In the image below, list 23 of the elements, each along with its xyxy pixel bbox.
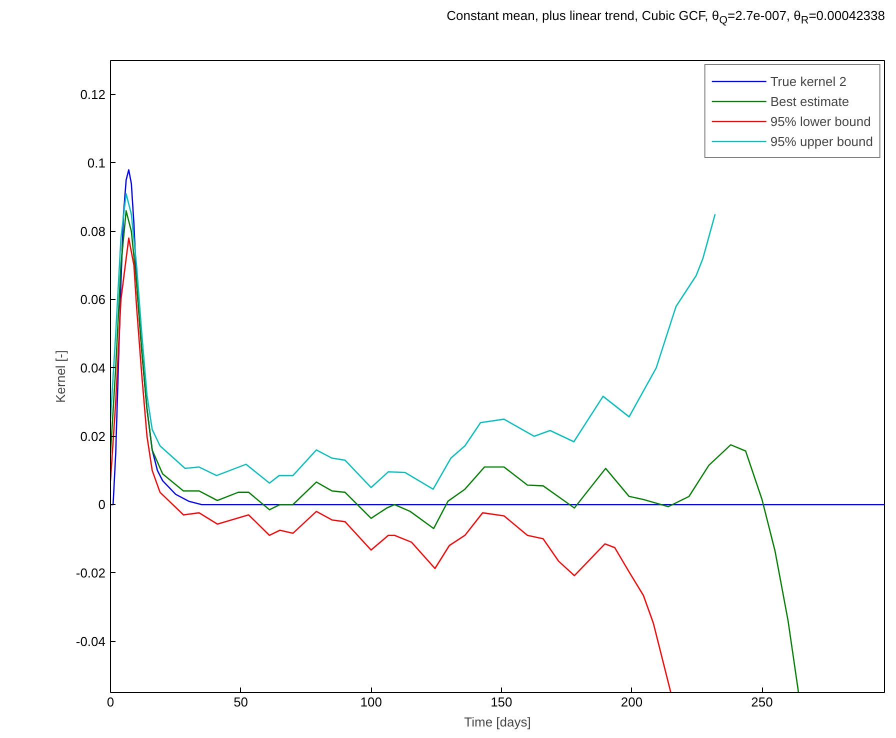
legend-label: 95% lower bound: [770, 114, 871, 128]
legend-label: 95% upper bound: [770, 134, 873, 148]
y-tick-label: 0.08: [80, 224, 106, 239]
y-tick-label: -0.02: [76, 565, 106, 580]
legend-label: Best estimate: [770, 94, 850, 108]
y-tick-label: 0.12: [80, 87, 106, 102]
line-series: [110, 237, 672, 692]
x-tick-label: 250: [751, 694, 773, 710]
y-tick-label: 0.02: [80, 428, 106, 444]
y-tick-label: -0.04: [76, 634, 106, 649]
y-tick-label: 0.06: [80, 292, 106, 308]
x-tick-label: 50: [234, 694, 248, 710]
x-tick-label: 100: [360, 694, 382, 710]
x-tick-label: 150: [490, 694, 512, 710]
y-tick-label: 0: [98, 497, 106, 512]
y-tick-label: 0.1: [87, 155, 106, 170]
x-tick-label: 200: [620, 694, 643, 710]
y-axis-title: Kernel [-]: [52, 350, 68, 403]
x-axis-title: Time [days]: [464, 714, 531, 730]
chart-title: Constant mean, plus linear trend, Cubic GCF, θ$_{Q}$=2.7e-007, θ$_{R}$=0.00042338: [446, 7, 885, 29]
line-series: [110, 193, 716, 490]
legend-label: True kernel 2: [770, 74, 846, 88]
y-tick-label: 0.04: [80, 360, 106, 376]
